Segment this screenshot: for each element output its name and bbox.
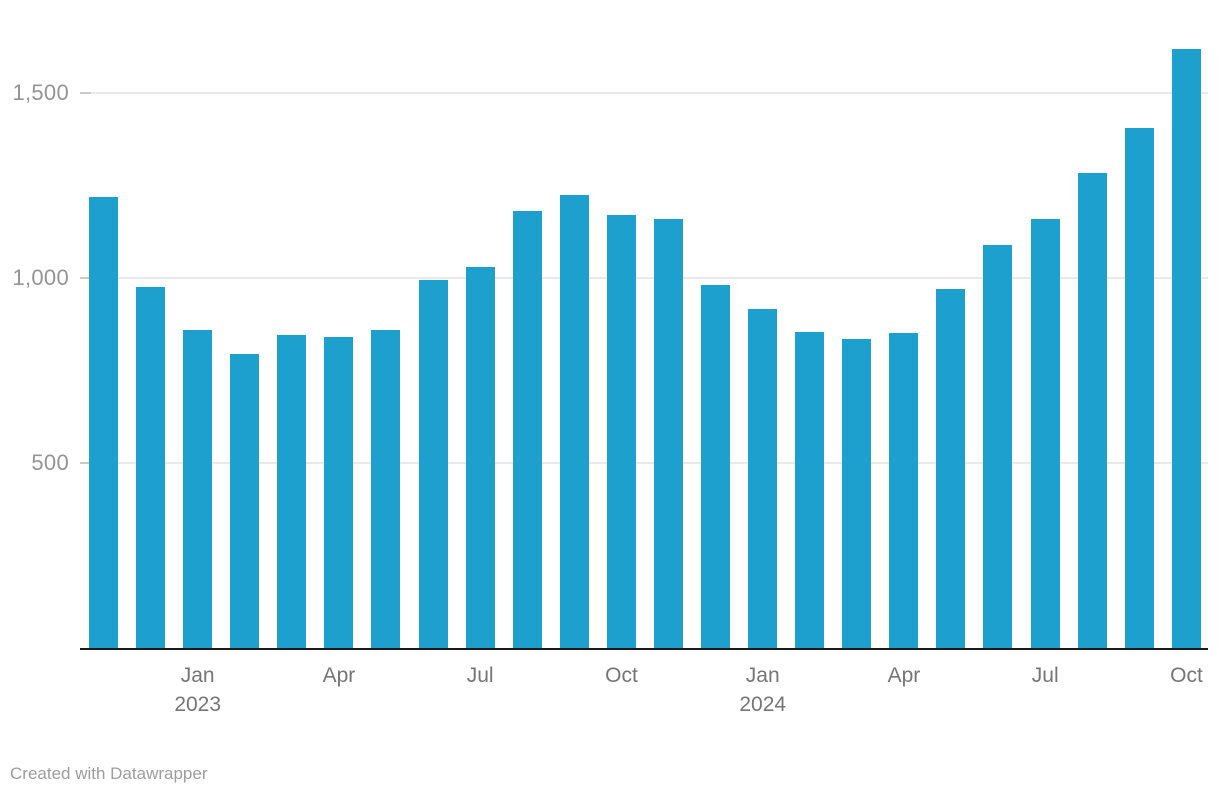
bar [748, 309, 778, 648]
gridline [80, 92, 1208, 94]
datawrapper-credit: Created with Datawrapper [10, 764, 208, 783]
bar [1077, 173, 1107, 648]
bar [89, 197, 118, 648]
y-axis-tick [80, 277, 91, 279]
x-tick-label: Apr [323, 661, 356, 690]
x-tick-month: Jul [1031, 664, 1059, 687]
bar [653, 219, 683, 648]
x-tick-label: Jul [467, 661, 494, 690]
x-tick-month: Jan [745, 664, 780, 687]
bar [465, 267, 495, 648]
bar [230, 354, 260, 648]
bar [559, 195, 589, 648]
x-axis-line [80, 648, 1208, 650]
bar [936, 289, 966, 648]
x-tick-label: Oct [605, 661, 638, 690]
x-tick-month: Jul [466, 664, 494, 687]
y-axis-tick [80, 462, 91, 464]
plot-area: 500 1,000 1,500 Jan 2023 Apr Jul Oct Jan 2024 Apr J… [12, 0, 1208, 719]
bar [136, 287, 166, 648]
x-tick-month: Oct [605, 664, 638, 687]
chart-footer: Created with Datawrapper [10, 764, 207, 784]
y-tick-label: 500 [31, 450, 69, 475]
bar [371, 330, 401, 648]
x-tick-label: Jul [1032, 661, 1059, 690]
y-tick-label: 1,000 [12, 265, 69, 290]
bar [1171, 49, 1201, 648]
bar [512, 211, 542, 648]
bar [277, 335, 307, 648]
x-tick-year: 2023 [174, 693, 222, 716]
y-tick-label: 1,500 [12, 80, 69, 105]
bar [606, 215, 636, 648]
bar [183, 330, 213, 648]
bar [701, 285, 731, 648]
gridline [80, 462, 1208, 464]
x-tick-month: Apr [887, 664, 921, 687]
x-tick-year: 2024 [739, 693, 787, 716]
bar [418, 280, 448, 648]
x-tick-month: Jan [180, 664, 215, 687]
x-tick-label: Jan 2023 [174, 661, 221, 719]
bar [795, 332, 825, 648]
bar [983, 245, 1013, 648]
x-tick-label: Apr [888, 661, 921, 690]
bar [889, 333, 919, 648]
bar [842, 339, 872, 648]
x-tick-month: Apr [322, 664, 356, 687]
x-tick-label: Oct [1170, 661, 1203, 690]
x-tick-label: Jan 2024 [739, 661, 786, 719]
x-tick-month: Oct [1170, 664, 1203, 687]
bar [324, 337, 354, 648]
bar [1030, 219, 1060, 648]
bars-group [89, 0, 1201, 648]
y-axis-tick [80, 92, 91, 94]
bar [1124, 128, 1154, 648]
gridline [80, 277, 1208, 279]
